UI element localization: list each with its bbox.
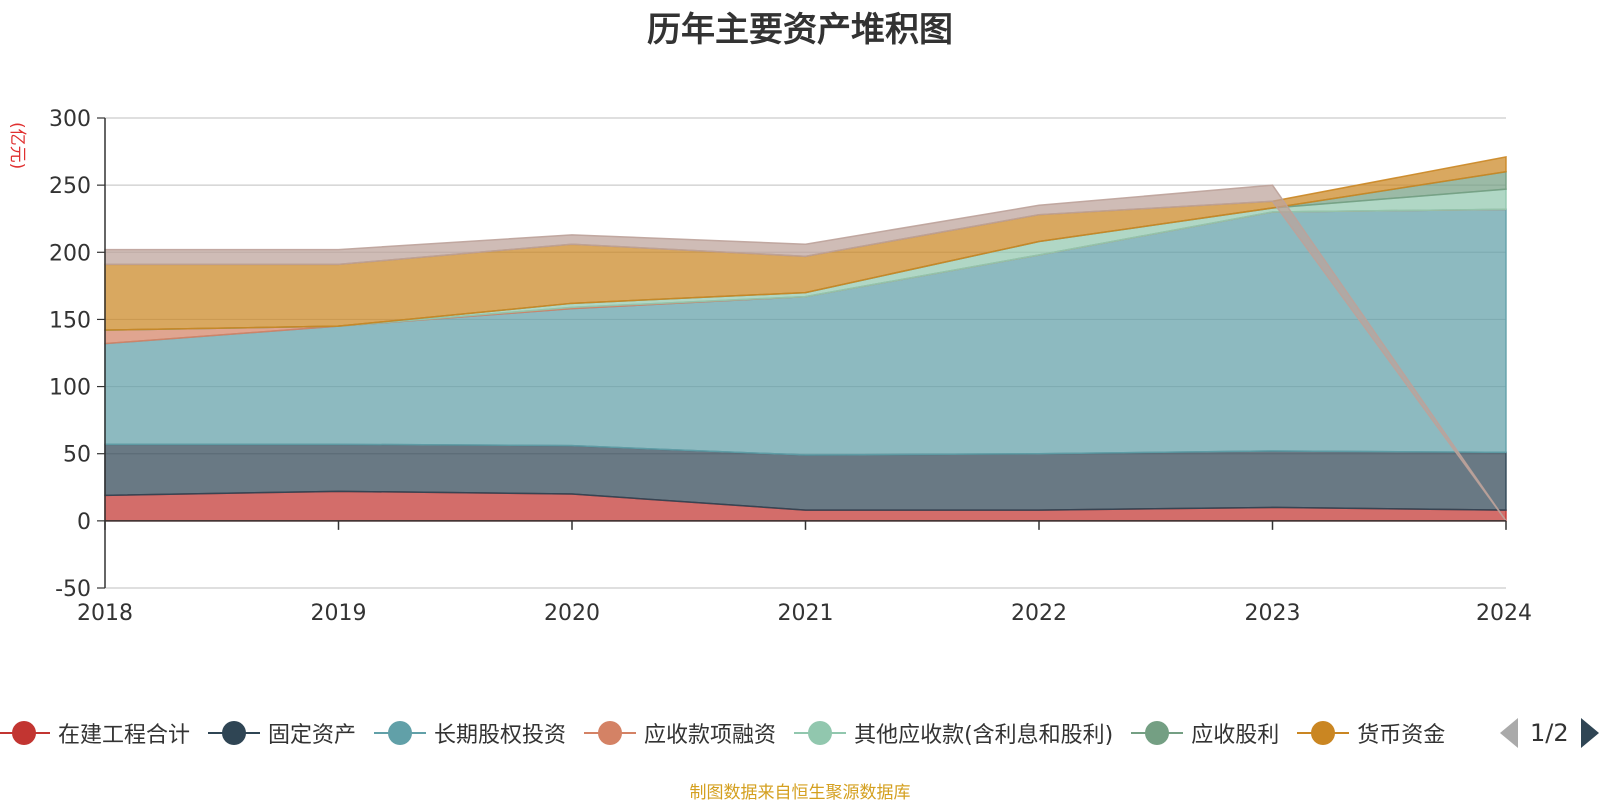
x-tick-label: 2018 [77,601,133,626]
legend-page-indicator: 1/2 [1530,719,1569,747]
legend-item[interactable]: 长期股权投资 [374,715,566,751]
legend-label: 其他应收款(含利息和股利) [854,723,1114,748]
x-tick-label: 2021 [778,601,834,626]
series-areas [104,156,1507,522]
legend-pager: 1/2 [1500,715,1599,751]
y-tick-label: -50 [55,577,91,602]
y-tick-label: 100 [49,376,91,401]
data-source-note: 制图数据来自恒生聚源数据库 [689,783,911,803]
legend-label: 长期股权投资 [434,723,567,748]
legend-swatch-icon [1131,720,1184,746]
y-tick-label: 300 [49,107,91,132]
chart-title: 历年主要资产堆积图 [647,10,953,50]
legend-swatch-icon [794,720,847,746]
x-tick-label: 2020 [544,601,600,626]
x-tick-label: 2019 [311,601,367,626]
legend-prev-page-button[interactable] [1500,718,1518,748]
y-tick-label: 50 [63,443,91,468]
legend-label: 应收款项融资 [644,723,777,748]
x-tick-label: 2023 [1245,601,1301,626]
y-tick-label: 150 [49,308,91,333]
legend-label: 应收股利 [1191,723,1280,748]
legend: 在建工程合计 固定资产 长期股权投资 应收款项融资 其他应收款(含利息和股利) 应收股利 货… [0,715,1476,751]
legend-swatch-icon [0,720,50,746]
y-tick-label: 200 [49,241,91,266]
legend-label: 货币资金 [1357,723,1446,748]
y-tick-label: 0 [77,510,91,535]
legend-label: 固定资产 [268,723,357,748]
legend-swatch-icon [584,720,637,746]
legend-item[interactable]: 在建工程合计 [0,715,190,751]
legend-label: 在建工程合计 [58,723,191,748]
legend-swatch-icon [208,720,261,746]
legend-item[interactable]: 应收款项融资 [584,715,776,751]
legend-item[interactable]: 固定资产 [208,715,356,751]
series-area-7[interactable] [104,184,1507,522]
legend-item[interactable]: 货币资金 [1297,715,1445,751]
tick-labels: -50 0 50 100 150 200 250 300 2018 2019 2020 2021 202… [49,107,1532,626]
axes [97,117,1507,589]
y-tick-label: 250 [49,174,91,199]
legend-swatch-icon [374,720,427,746]
legend-next-page-button[interactable] [1580,718,1599,748]
legend-item[interactable]: 其他应收款(含利息和股利) [794,715,1113,751]
legend-swatch-icon [1297,720,1350,746]
x-tick-label: 2024 [1476,601,1532,626]
stacked-area-chart: -50 0 50 100 150 200 250 300 2018 2019 2020 2021 202… [49,107,1532,626]
x-tick-label: 2022 [1011,601,1067,626]
legend-item[interactable]: 应收股利 [1131,715,1279,751]
